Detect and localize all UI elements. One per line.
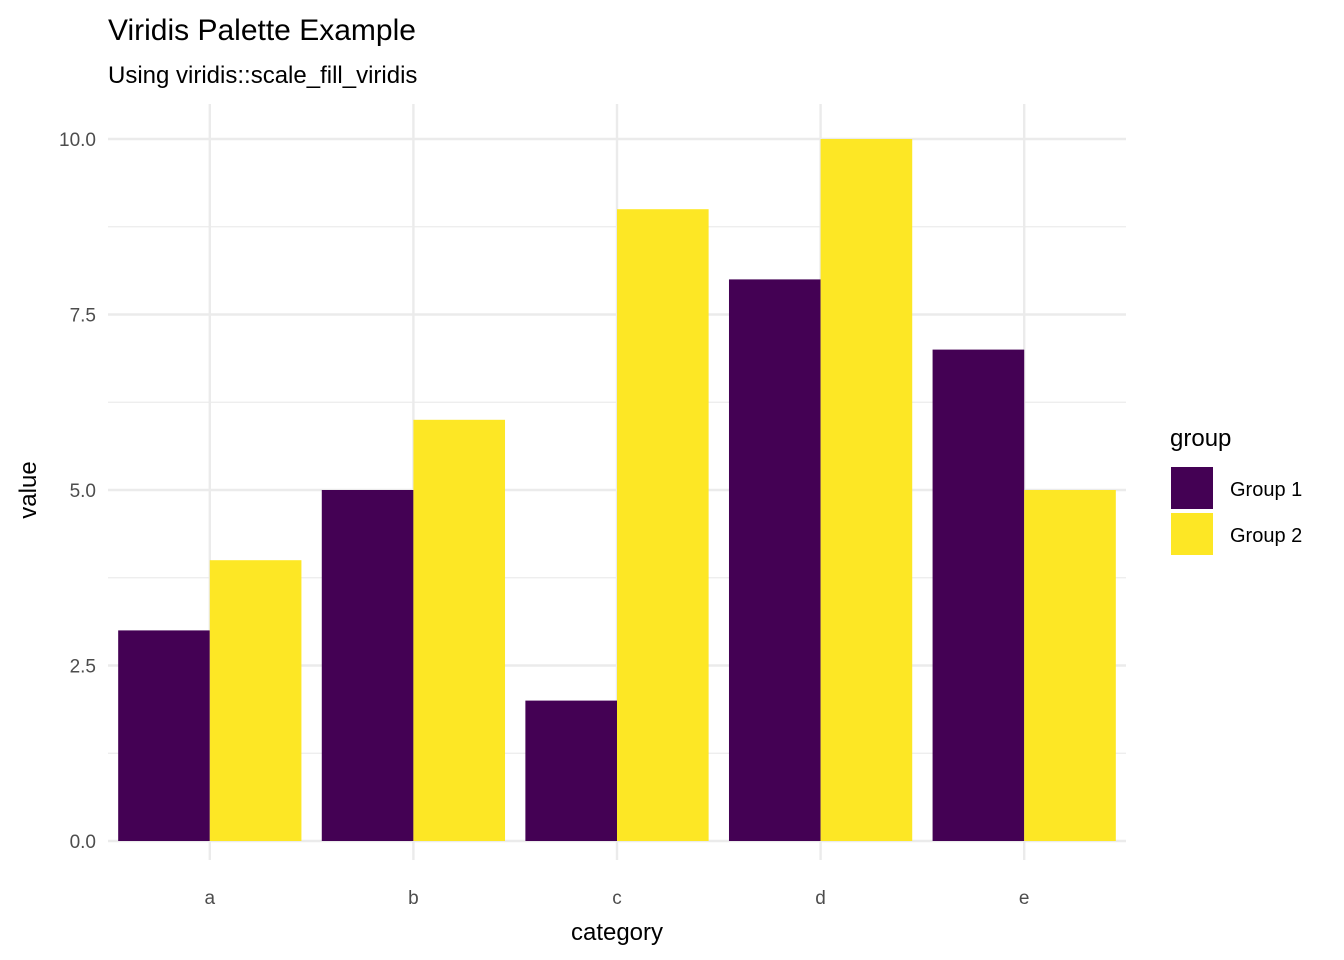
x-tick-label: c [612,888,622,909]
x-tick-label: b [408,888,419,909]
x-tick-label: a [205,888,216,909]
chart-title: Viridis Palette Example [108,14,416,47]
y-tick-label: 0.0 [70,832,96,853]
bar-e-1 [932,349,1025,841]
y-tick-label: 5.0 [70,481,96,502]
y-axis-ticks: 0.0 2.5 5.0 7.5 10.0 [59,130,96,853]
bar-b-2 [413,419,506,841]
legend-label: Group 2 [1230,525,1302,547]
y-tick-label: 10.0 [59,130,96,151]
bar-a-1 [118,630,210,841]
bar-a-2 [209,560,302,841]
y-axis-title: value [15,461,42,518]
legend: group Group 1 Group 2 [1170,425,1302,555]
legend-swatch [1171,467,1213,509]
x-axis-title: category [571,919,663,946]
x-axis-ticks: a b c d e [205,888,1030,909]
chart-subtitle: Using viridis::scale_fill_viridis [108,62,417,89]
legend-swatch [1171,513,1213,555]
x-tick-label: d [815,888,826,909]
legend-items: Group 1 Group 2 [1171,467,1302,555]
bar-c-1 [525,700,617,841]
bar-d-2 [820,139,913,841]
bar-d-1 [728,279,821,841]
legend-label: Group 1 [1230,479,1302,501]
bars [118,139,1116,841]
x-tick-label: e [1019,888,1030,909]
bar-c-2 [617,209,709,841]
bar-e-2 [1024,490,1116,841]
legend-title: group [1170,425,1231,452]
y-tick-label: 2.5 [70,657,96,678]
bar-b-1 [321,490,414,841]
y-tick-label: 7.5 [70,306,96,327]
